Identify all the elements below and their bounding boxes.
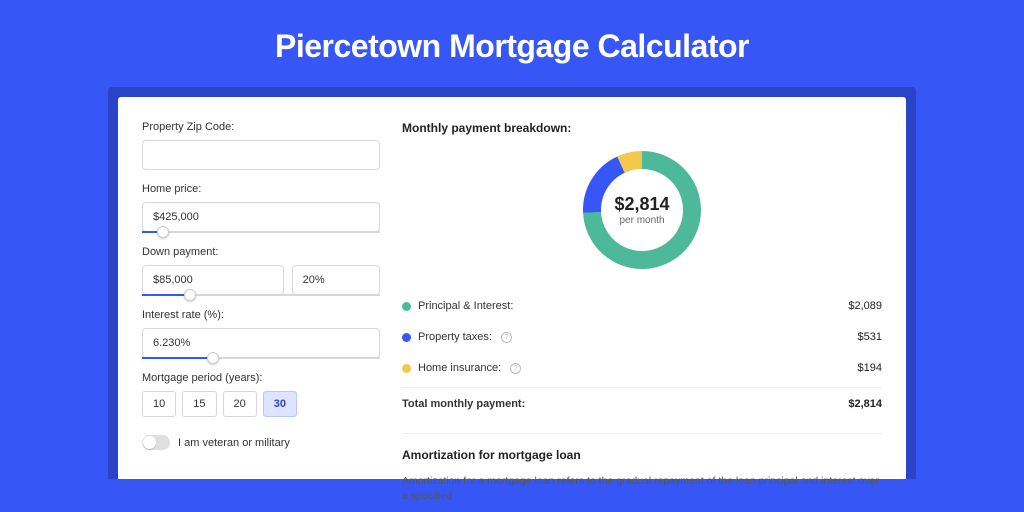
zip-input[interactable] bbox=[142, 140, 380, 170]
veteran-toggle[interactable] bbox=[142, 435, 170, 450]
donut-chart: $2,814 per month bbox=[579, 147, 705, 273]
home-price-field-group: Home price: bbox=[142, 183, 380, 233]
legend-dot bbox=[402, 364, 411, 373]
zip-field-group: Property Zip Code: bbox=[142, 121, 380, 170]
legend-dot bbox=[402, 302, 411, 311]
mortgage-period-options: 1015 2030 bbox=[142, 391, 380, 417]
total-label: Total monthly payment: bbox=[402, 398, 525, 410]
mortgage-period-option-15[interactable]: 15 bbox=[182, 391, 216, 417]
down-payment-percent-input[interactable] bbox=[292, 265, 380, 295]
donut-center: $2,814 per month bbox=[579, 147, 705, 273]
total-row: Total monthly payment: $2,814 bbox=[402, 387, 882, 419]
breakdown-label: Home insurance: bbox=[418, 362, 501, 374]
interest-rate-slider[interactable] bbox=[142, 357, 380, 359]
home-price-slider-thumb[interactable] bbox=[157, 226, 169, 238]
breakdown-rows: Principal & Interest: $2,089 Property taxe… bbox=[402, 291, 882, 383]
breakdown-value: $531 bbox=[858, 331, 882, 343]
breakdown-value: $194 bbox=[858, 362, 882, 374]
home-price-input[interactable] bbox=[142, 202, 380, 232]
donut-value: $2,814 bbox=[614, 194, 669, 215]
mortgage-period-label: Mortgage period (years): bbox=[142, 372, 380, 384]
down-payment-field-group: Down payment: bbox=[142, 246, 380, 296]
page-title: Piercetown Mortgage Calculator bbox=[108, 0, 916, 87]
amortization-block: Amortization for mortgage loan Amortizat… bbox=[402, 433, 882, 503]
down-payment-label: Down payment: bbox=[142, 246, 380, 258]
down-payment-slider[interactable] bbox=[142, 294, 380, 296]
interest-rate-slider-thumb[interactable] bbox=[207, 352, 219, 364]
mortgage-period-field-group: Mortgage period (years): 1015 2030 bbox=[142, 372, 380, 417]
breakdown-label: Property taxes: bbox=[418, 331, 492, 343]
info-icon[interactable]: ? bbox=[510, 363, 521, 374]
breakdown-row: Home insurance:? $194 bbox=[402, 352, 882, 383]
mortgage-period-option-20[interactable]: 20 bbox=[223, 391, 257, 417]
zip-label: Property Zip Code: bbox=[142, 121, 380, 133]
mortgage-period-option-10[interactable]: 10 bbox=[142, 391, 176, 417]
breakdown-row: Principal & Interest: $2,089 bbox=[402, 291, 882, 321]
breakdown-title: Monthly payment breakdown: bbox=[402, 121, 882, 135]
interest-rate-field-group: Interest rate (%): bbox=[142, 309, 380, 359]
amortization-text: Amortization for a mortgage loan refers … bbox=[402, 474, 882, 503]
home-price-slider[interactable] bbox=[142, 231, 380, 233]
mortgage-period-option-30[interactable]: 30 bbox=[263, 391, 297, 417]
home-price-label: Home price: bbox=[142, 183, 380, 195]
veteran-toggle-knob bbox=[143, 436, 156, 449]
card-frame: Property Zip Code: Home price: Down paym… bbox=[108, 87, 916, 479]
legend-dot bbox=[402, 333, 411, 342]
breakdown-column: Monthly payment breakdown: $2,814 per mo… bbox=[402, 121, 882, 479]
total-value: $2,814 bbox=[848, 398, 882, 410]
breakdown-label: Principal & Interest: bbox=[418, 300, 513, 312]
interest-rate-label: Interest rate (%): bbox=[142, 309, 380, 321]
breakdown-value: $2,089 bbox=[848, 300, 882, 312]
donut-sub: per month bbox=[619, 215, 664, 226]
breakdown-row: Property taxes:? $531 bbox=[402, 321, 882, 352]
donut-chart-wrap: $2,814 per month bbox=[402, 147, 882, 273]
calculator-card: Property Zip Code: Home price: Down paym… bbox=[118, 97, 906, 479]
down-payment-amount-input[interactable] bbox=[142, 265, 284, 295]
down-payment-slider-thumb[interactable] bbox=[184, 289, 196, 301]
amortization-title: Amortization for mortgage loan bbox=[402, 448, 882, 462]
veteran-label: I am veteran or military bbox=[178, 437, 290, 449]
info-icon[interactable]: ? bbox=[501, 332, 512, 343]
veteran-toggle-row: I am veteran or military bbox=[142, 435, 380, 450]
inputs-column: Property Zip Code: Home price: Down paym… bbox=[142, 121, 380, 479]
interest-rate-input[interactable] bbox=[142, 328, 380, 358]
